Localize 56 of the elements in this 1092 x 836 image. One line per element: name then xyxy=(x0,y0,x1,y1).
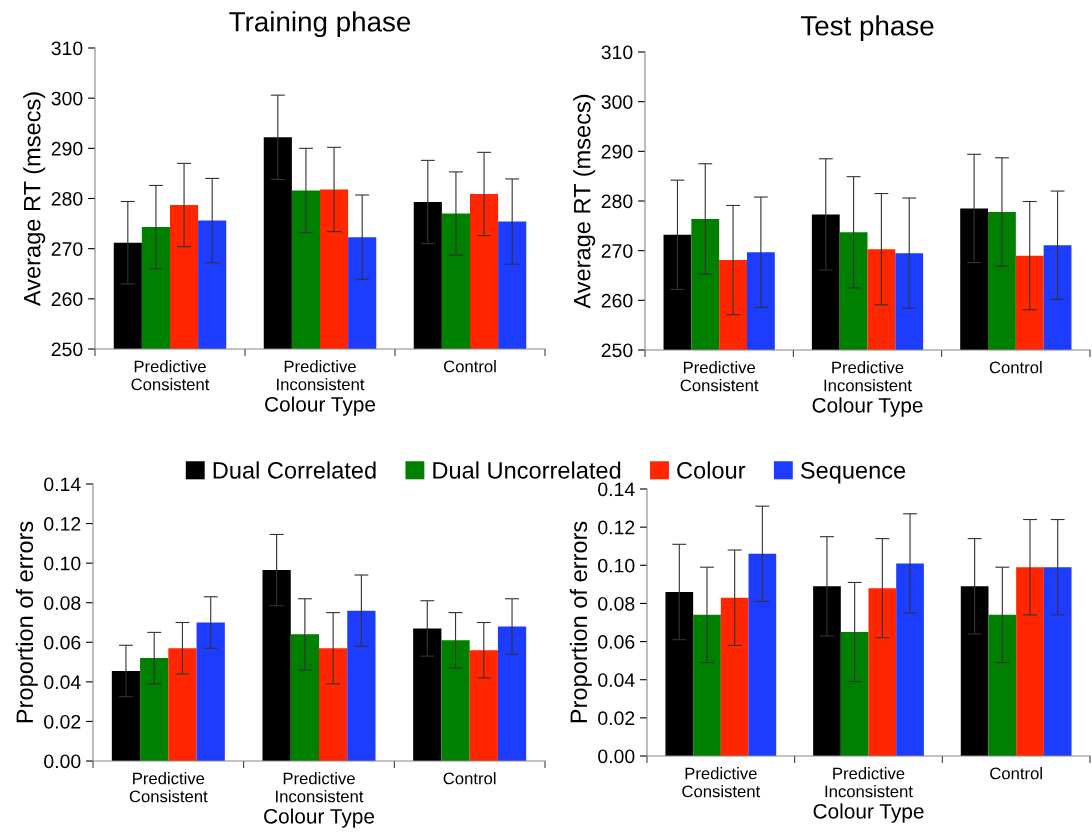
y-tick-label: 0.10 xyxy=(44,556,81,571)
y-tick-label: 0.08 xyxy=(44,596,81,610)
y-tick-label: 300 xyxy=(51,91,83,106)
legend-label: Sequence xyxy=(800,462,906,484)
y-axis-title: Proportion of errors xyxy=(569,521,592,723)
x-tick-label: Control xyxy=(443,772,496,785)
y-tick-label: 270 xyxy=(601,244,633,258)
x-tick-label: Predictive Inconsistent xyxy=(825,767,913,798)
y-tick-label: 0.04 xyxy=(598,673,635,687)
y-tick-label: 0.00 xyxy=(44,754,81,769)
x-tick-label: Predictive Consistent xyxy=(682,767,761,798)
y-tick-label: 0.06 xyxy=(598,635,635,649)
legend-label: Dual Uncorrelated xyxy=(433,461,621,479)
y-tick-label: 290 xyxy=(51,141,83,156)
y-tick-label: 290 xyxy=(601,144,633,159)
y-tick-label: 0.12 xyxy=(44,517,81,531)
y-tick-label: 0.06 xyxy=(44,635,81,650)
y-tick-label: 0.12 xyxy=(598,520,635,535)
x-tick-label: Control xyxy=(990,767,1042,780)
x-tick-label: Control xyxy=(443,360,496,373)
y-tick-label: 0.10 xyxy=(598,558,635,573)
legend-label: Colour xyxy=(677,461,746,479)
x-tick-label: Predictive Inconsistent xyxy=(277,360,365,391)
y-tick-label: 260 xyxy=(601,293,633,308)
y-axis-title: Proportion of errors xyxy=(15,521,38,723)
chart-title: Test phase xyxy=(800,15,934,42)
y-tick-label: 0.14 xyxy=(44,477,81,492)
y-tick-label: 0.14 xyxy=(598,482,635,497)
x-tick-label: Predictive Consistent xyxy=(131,360,210,391)
y-axis-title: Average RT (msecs) xyxy=(23,92,46,307)
y-tick-label: 300 xyxy=(601,95,633,109)
y-tick-label: 250 xyxy=(601,343,633,358)
x-axis-title: Colour Type xyxy=(264,808,375,828)
x-tick-label: Predictive Consistent xyxy=(680,361,759,392)
y-tick-label: 0.04 xyxy=(44,675,81,690)
y-tick-label: 280 xyxy=(601,194,633,209)
legend-label: Dual Correlated xyxy=(213,461,376,479)
chart-title: Training phase xyxy=(229,11,411,38)
y-axis-title: Average RT (msecs) xyxy=(573,94,596,309)
y-tick-label: 0.02 xyxy=(598,711,635,726)
y-tick-label: 0.00 xyxy=(598,749,635,764)
x-tick-label: Predictive Inconsistent xyxy=(824,361,912,392)
x-tick-label: Predictive Inconsistent xyxy=(276,772,364,803)
x-axis-title: Colour Type xyxy=(812,397,923,417)
y-tick-label: 310 xyxy=(51,41,83,56)
y-tick-label: 270 xyxy=(51,242,83,256)
x-axis-title: Colour Type xyxy=(813,803,924,823)
y-tick-label: 280 xyxy=(51,191,83,206)
y-tick-label: 0.08 xyxy=(598,596,635,611)
x-tick-label: Control xyxy=(989,361,1042,374)
x-tick-label: Predictive Consistent xyxy=(129,772,208,803)
y-tick-label: 310 xyxy=(601,45,633,60)
y-tick-label: 250 xyxy=(51,342,83,357)
y-tick-label: 0.02 xyxy=(44,714,81,729)
x-axis-title: Colour Type xyxy=(265,396,376,416)
y-tick-label: 260 xyxy=(51,292,83,307)
